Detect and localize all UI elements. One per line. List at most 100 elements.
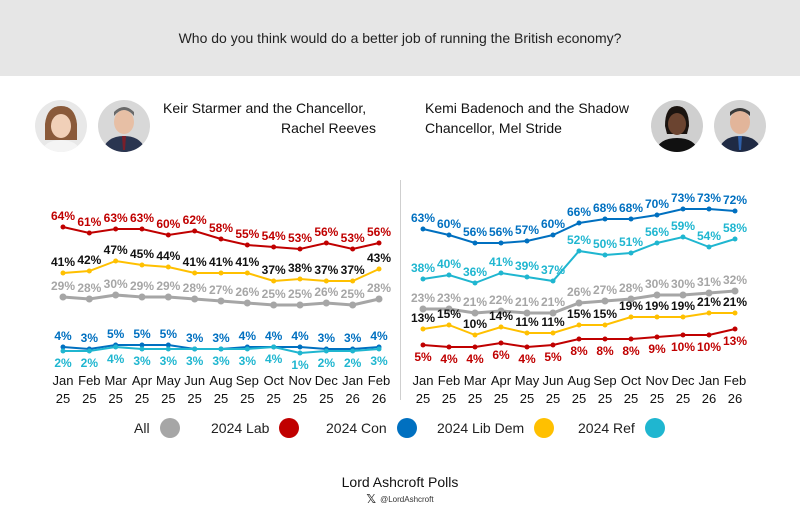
data-point [218,346,224,352]
question-text: Who do you think would do a better job o… [178,30,622,46]
question-banner: Who do you think would do a better job o… [0,0,800,76]
data-label: 25% [262,287,286,301]
data-label: 41% [489,255,513,269]
data-label: 70% [645,197,669,211]
data-label: 3% [344,331,362,345]
data-label: 54% [697,229,721,243]
legend-dot-ref [644,418,665,438]
data-label: 23% [437,291,461,305]
data-label: 41% [183,255,207,269]
data-point [732,310,738,316]
data-label: 63% [104,211,128,225]
data-point [113,258,119,264]
data-point [350,246,356,252]
data-point [165,264,171,270]
data-label: 2% [81,356,99,370]
data-label: 4% [265,352,283,366]
data-point [165,232,171,238]
data-point [86,230,92,236]
x-tick-label: Aug 25 [209,373,232,406]
data-point [139,342,145,348]
data-point [654,334,660,340]
data-label: 41% [51,255,75,269]
data-point [498,324,504,330]
data-point [164,293,172,301]
legend-item-ref: 2024 Ref [578,418,665,438]
data-point [446,344,452,350]
data-point [680,234,686,240]
data-label: 28% [183,281,207,295]
data-point [376,346,382,352]
data-label: 30% [104,277,128,291]
x-tick-label: Feb 25 [438,373,460,406]
data-label: 53% [341,231,365,245]
data-label: 10% [671,340,695,354]
data-label: 30% [671,277,695,291]
data-point [550,330,556,336]
x-tick-label: May 25 [515,373,540,406]
data-label: 38% [411,261,435,275]
data-label: 15% [437,307,461,321]
data-label: 8% [596,344,614,358]
data-point [628,216,634,222]
data-point [706,206,712,212]
data-point [680,332,686,338]
legend-item-con: 2024 Con [326,418,417,438]
data-point [446,272,452,278]
legend-label-libdem: 2024 Lib Dem [437,420,525,436]
data-point [271,244,277,250]
x-tick-label: Mar 25 [464,373,487,406]
data-point [165,342,171,348]
data-label: 19% [645,299,669,313]
legend-dot-all [159,418,180,438]
right-panel-title-line1: Kemi Badenoch and the Shadow [425,100,629,116]
data-point [602,252,608,258]
data-point [731,287,739,295]
x-tick-label: Apr 25 [132,373,153,406]
mel-stride-avatar [714,100,766,152]
footer-handle-row[interactable]: 𝕏 @LordAshcroft [0,492,800,506]
data-point [627,295,635,303]
data-label: 4% [54,329,72,343]
data-label: 1% [291,358,309,372]
data-label: 44% [156,249,180,263]
data-point [472,332,478,338]
data-point [376,266,382,272]
x-tick-label: Dec 25 [671,373,695,406]
data-label: 3% [133,354,151,368]
data-point [85,295,93,303]
data-label: 56% [489,225,513,239]
data-label: 15% [593,307,617,321]
data-point [445,305,453,313]
data-label: 63% [130,211,154,225]
data-point [419,305,427,313]
x-tick-label: Dec 25 [315,373,339,406]
series-2024-lab: 64% 61% 63% 63% 60% 62%58% 55% 54% 53% 56% 53% 56% [51,209,391,252]
data-point [271,278,277,284]
data-label: 56% [314,225,338,239]
legend-dot-lab [279,418,300,438]
keir-starmer-avatar [98,100,150,152]
left-panel-title-line1: Keir Starmer and the Chancellor, [163,100,367,116]
data-label: 25% [341,287,365,301]
data-point [472,280,478,286]
data-point [349,301,357,309]
data-label: 5% [544,350,562,364]
legend-label-ref: 2024 Ref [578,420,635,436]
data-label: 21% [697,295,721,309]
data-point [576,336,582,342]
data-label: 45% [130,247,154,261]
data-label: 5% [160,327,178,341]
data-point [192,346,198,352]
data-label: 27% [209,283,233,297]
x-tick-label: Feb 26 [724,373,746,406]
data-label: 3% [212,354,230,368]
data-label: 4% [466,352,484,366]
data-point [706,332,712,338]
series-all: 23% 23% 21% 22% 21% 21%26% 27% 28% 30% 30% 31% 32% [411,273,747,317]
data-point [375,295,383,303]
kemi-badenoch-avatar [651,100,703,152]
data-point [192,228,198,234]
right-panel-title-line2: Chancellor, Mel Stride [425,120,562,136]
